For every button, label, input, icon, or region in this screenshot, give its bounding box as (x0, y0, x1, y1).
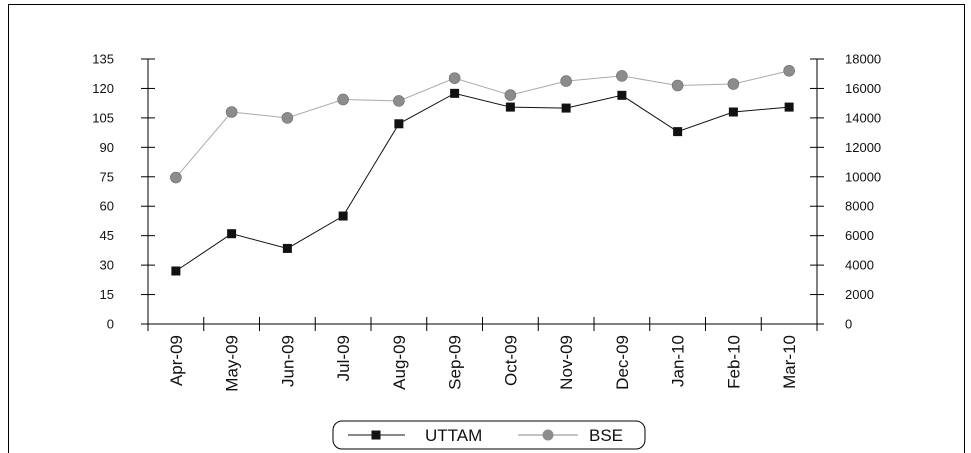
data-point-uttam (561, 103, 571, 113)
data-point-uttam (450, 88, 460, 98)
series-markers (170, 64, 795, 276)
right-tick-label: 18000 (845, 52, 881, 67)
series-line-uttam (175, 92, 790, 272)
right-tick-label: 16000 (845, 81, 881, 96)
x-category-label: Nov-09 (557, 335, 576, 390)
left-tick-label: 75 (100, 169, 114, 184)
legend-uttam-marker (371, 430, 381, 440)
data-point-bse (671, 79, 684, 92)
right-tick-label: 12000 (845, 140, 881, 155)
left-axis-ticks: 0 15 30 45 60 75 90 105 120 135 (92, 52, 155, 332)
legend-bse-label: BSE (589, 426, 623, 445)
data-point-uttam (338, 211, 348, 221)
left-tick-label: 90 (100, 140, 114, 155)
data-point-uttam (505, 102, 515, 112)
data-point-uttam (617, 90, 627, 100)
data-point-bse (337, 93, 349, 106)
right-tick-label: 14000 (845, 110, 881, 125)
data-point-bse (448, 72, 461, 84)
x-category-label: May-09 (223, 335, 242, 392)
data-point-uttam (171, 266, 181, 276)
left-tick-label: 135 (92, 52, 114, 67)
legend: UTTAM BSE (332, 420, 646, 450)
data-point-bse (393, 95, 405, 107)
right-tick-label: 4000 (845, 258, 874, 273)
x-category-label: Sep-09 (446, 335, 465, 390)
left-tick-label: 0 (107, 317, 114, 332)
x-category-label: Dec-09 (613, 335, 632, 390)
data-point-uttam (673, 127, 683, 137)
left-tick-label: 30 (100, 258, 114, 273)
data-point-uttam (394, 119, 404, 129)
right-axis-ticks: 0 2000 4000 6000 8000 10000 12000 14000 16000 180… (810, 52, 881, 332)
data-point-bse (616, 70, 628, 82)
data-point-bse (281, 112, 294, 124)
legend-bse-marker (542, 429, 554, 441)
left-tick-label: 120 (92, 81, 114, 96)
x-category-label: Apr-09 (167, 335, 186, 386)
left-tick-label: 45 (100, 228, 114, 243)
data-point-uttam (227, 229, 237, 239)
x-axis-ticks: Apr-09 May-09 Jun-09 Jul-09 Aug-09 Sep-09 Oct-… (147, 317, 818, 392)
data-point-uttam (282, 243, 292, 253)
data-point-uttam (784, 102, 794, 112)
x-category-label: Jan-10 (669, 335, 688, 387)
series-line-bse (175, 70, 790, 178)
x-category-label: Jun-09 (278, 335, 297, 387)
right-tick-label: 6000 (845, 228, 874, 243)
right-tick-label: 2000 (845, 287, 874, 302)
series-lines (175, 70, 790, 272)
x-category-label: Mar-10 (780, 335, 799, 389)
data-point-bse (727, 78, 740, 90)
legend-box (332, 420, 646, 450)
left-tick-label: 60 (100, 199, 114, 214)
legend-uttam-label: UTTAM (425, 426, 482, 445)
x-category-label: Oct-09 (501, 335, 520, 386)
right-tick-label: 0 (845, 317, 852, 332)
data-point-bse (560, 75, 572, 87)
data-point-bse (170, 171, 182, 184)
data-point-bse (783, 64, 795, 77)
left-tick-label: 15 (100, 287, 114, 302)
left-tick-label: 105 (92, 110, 114, 125)
x-category-label: Aug-09 (390, 335, 409, 390)
x-category-label: Feb-10 (724, 335, 743, 389)
x-category-label: Jul-09 (334, 335, 353, 381)
right-tick-label: 8000 (845, 199, 874, 214)
data-point-bse (225, 106, 238, 118)
right-tick-label: 10000 (845, 169, 881, 184)
chart-frame (8, 4, 965, 453)
axes (147, 59, 818, 325)
data-point-bse (504, 89, 517, 101)
data-point-uttam (728, 107, 738, 117)
